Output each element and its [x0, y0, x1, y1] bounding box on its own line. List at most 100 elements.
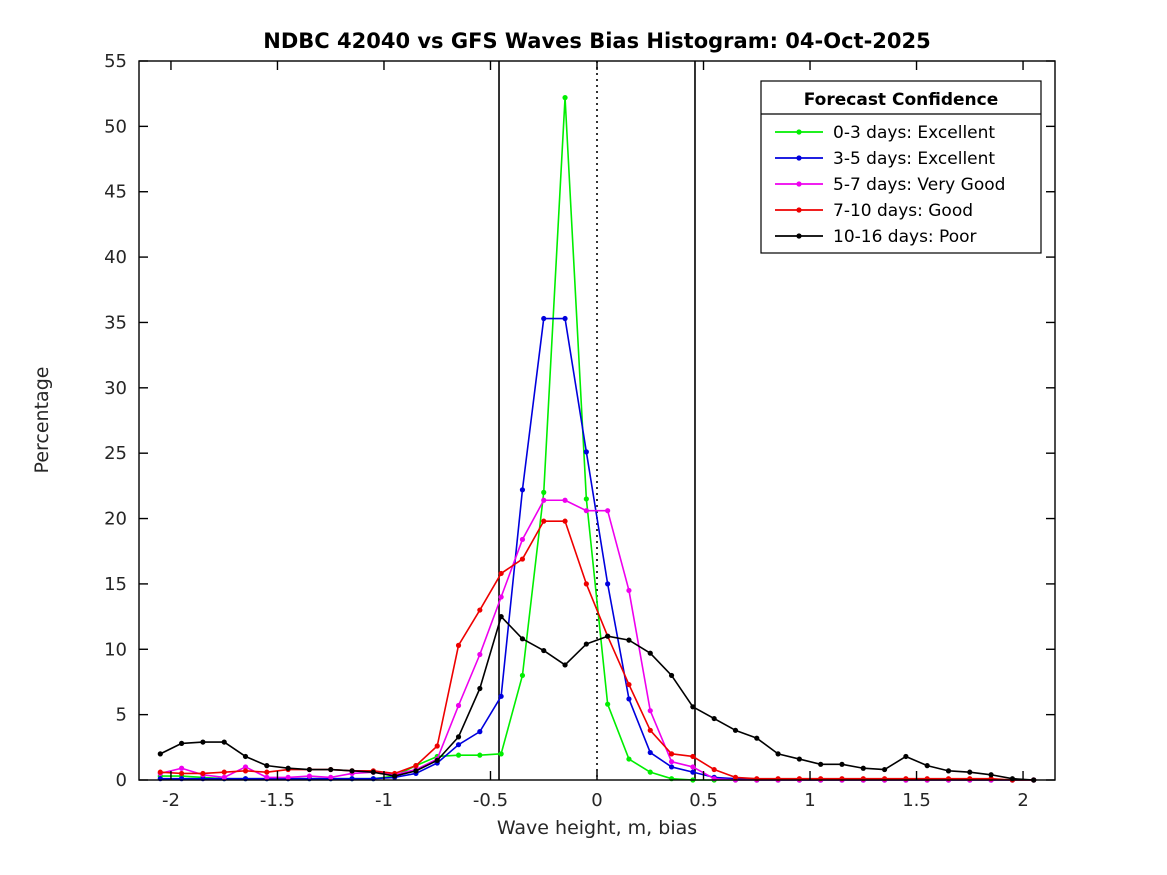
x-tick-label: -2 [162, 790, 180, 811]
data-point [903, 753, 909, 760]
y-tick-label: 55 [104, 51, 127, 72]
data-point [626, 587, 632, 594]
legend-item-1[interactable]: 0-3 days: Excellent [775, 123, 995, 143]
y-axis-label: Percentage [31, 367, 53, 474]
data-point [221, 774, 227, 780]
data-point [605, 508, 611, 514]
data-point [157, 751, 163, 757]
data-point [519, 672, 526, 679]
data-point [157, 769, 163, 775]
data-point [264, 769, 270, 775]
y-tick-label: 20 [104, 509, 127, 530]
chart-title: NDBC 42040 vs GFS Waves Bias Histogram: … [263, 29, 930, 53]
data-point [328, 774, 334, 780]
data-point [328, 766, 334, 773]
x-tick-label: -0.5 [473, 790, 508, 811]
legend-swatch-marker [796, 233, 802, 239]
y-tick-label: 10 [104, 639, 127, 660]
data-point [541, 497, 547, 503]
reference-lines-group [498, 61, 696, 780]
data-point [455, 642, 462, 648]
data-point [711, 766, 717, 773]
data-point [647, 769, 653, 775]
data-point [626, 696, 632, 702]
y-tick-label: 0 [116, 770, 127, 791]
data-point [690, 704, 696, 710]
data-point [541, 315, 547, 322]
legend-item-4[interactable]: 7-10 days: Good [775, 201, 973, 221]
data-point [179, 765, 185, 771]
data-point [945, 768, 952, 774]
data-point [541, 647, 547, 654]
data-point [754, 735, 760, 741]
data-point [477, 607, 483, 613]
x-tick-label: -1 [375, 790, 393, 811]
legend-item-label: 3-5 days: Excellent [833, 149, 995, 169]
data-point [477, 752, 483, 758]
x-tick-label: 0.5 [689, 790, 718, 811]
data-point [605, 581, 611, 587]
legend-background [760, 80, 1042, 254]
data-point [626, 637, 632, 643]
x-tick-label: 0 [591, 790, 602, 811]
legend-item-3[interactable]: 5-7 days: Very Good [775, 175, 1005, 195]
data-point [455, 752, 462, 758]
data-point [242, 764, 249, 770]
data-point [179, 770, 185, 777]
legend-item-2[interactable]: 3-5 days: Excellent [775, 149, 995, 169]
legend-swatch-marker [796, 129, 802, 135]
series-5 [157, 613, 1037, 783]
data-point [668, 672, 675, 679]
data-point [668, 751, 675, 757]
data-point [498, 613, 504, 620]
legend-entries: 0-3 days: Excellent 3-5 days: Excellent 5-… [775, 123, 1005, 247]
legend-item-label: 10-16 days: Poor [833, 227, 977, 247]
data-point [562, 95, 568, 101]
data-point [519, 556, 526, 562]
data-point [647, 727, 653, 733]
data-point [242, 753, 249, 760]
y-tick-label: 50 [104, 116, 127, 137]
data-point [562, 315, 568, 322]
y-axis-ticks: 0 5 10 15 20 25 30 35 40 45 50 55 [104, 51, 1055, 791]
y-tick-label: 30 [104, 378, 127, 399]
data-point [498, 751, 504, 757]
data-point [732, 727, 739, 733]
data-point [690, 764, 696, 770]
data-point [818, 761, 824, 767]
data-point [221, 739, 227, 745]
series-line [159, 615, 1035, 781]
data-point [370, 769, 376, 775]
legend-title: Forecast Confidence [804, 90, 999, 110]
data-point [477, 685, 483, 692]
data-point [285, 774, 291, 780]
y-tick-label: 35 [104, 312, 127, 333]
data-point [796, 756, 802, 762]
data-point [498, 570, 504, 577]
data-point [626, 756, 632, 762]
data-point [860, 765, 866, 771]
y-tick-label: 40 [104, 247, 127, 268]
data-point [434, 757, 440, 763]
data-point [583, 641, 589, 647]
data-point [498, 594, 504, 600]
legend-item-5[interactable]: 10-16 days: Poor [775, 227, 977, 247]
data-point [242, 768, 249, 774]
x-tick-label: -1.5 [260, 790, 295, 811]
data-point [413, 768, 419, 774]
data-point [583, 508, 589, 514]
data-point [562, 497, 568, 503]
legend-item-label: 5-7 days: Very Good [833, 175, 1005, 195]
x-axis-ticks: -2 -1.5 -1 -0.5 0 0.5 1 1.5 2 [162, 61, 1029, 811]
legend[interactable]: Forecast Confidence 0-3 days: Excellent 3… [760, 80, 1042, 254]
data-point [541, 518, 547, 524]
data-point [455, 742, 462, 748]
data-point [647, 708, 653, 714]
data-point [498, 693, 504, 699]
data-point [519, 636, 526, 642]
data-point [668, 759, 675, 765]
x-tick-label: 2 [1017, 790, 1028, 811]
data-point [477, 651, 483, 658]
